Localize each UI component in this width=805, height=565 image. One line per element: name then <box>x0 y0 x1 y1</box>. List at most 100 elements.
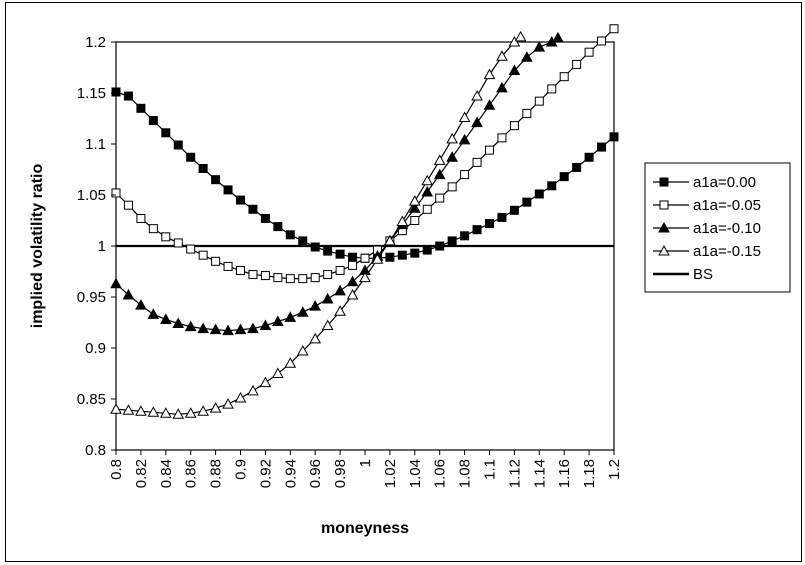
data-point <box>335 265 345 275</box>
data-point <box>147 308 160 319</box>
data-point <box>508 35 521 47</box>
data-point <box>497 212 507 222</box>
data-point <box>410 248 420 258</box>
data-point <box>533 41 546 52</box>
data-point <box>323 270 333 280</box>
x-tick-label: 0.92 <box>257 459 274 488</box>
data-point <box>223 261 233 271</box>
legend-item: a1a=-0.15 <box>653 243 761 260</box>
data-point <box>173 140 183 150</box>
data-point <box>159 313 172 324</box>
y-tick-label: 0.85 <box>77 391 106 408</box>
data-point <box>359 271 371 283</box>
data-point <box>310 242 320 252</box>
data-point <box>222 324 234 336</box>
data-point <box>522 197 532 207</box>
series-line <box>115 36 521 415</box>
data-point <box>509 121 519 131</box>
x-tick-label: 1.16 <box>556 459 573 488</box>
data-point <box>334 284 346 296</box>
data-point <box>272 367 284 378</box>
legend-item: a1a=0.00 <box>653 174 756 191</box>
data-point <box>248 270 258 280</box>
x-tick-label: 1.06 <box>432 459 449 488</box>
data-point <box>198 163 208 173</box>
data-point <box>396 215 409 227</box>
data-point <box>110 277 122 289</box>
x-tick-label: 0.94 <box>282 459 299 488</box>
data-point <box>135 299 147 310</box>
data-point <box>422 204 432 214</box>
data-point <box>247 322 259 334</box>
data-point <box>148 224 158 234</box>
data-point <box>496 81 508 93</box>
data-point <box>460 231 470 241</box>
data-point <box>285 274 295 284</box>
data-point <box>186 244 196 254</box>
data-point <box>508 64 521 76</box>
data-point <box>335 249 345 259</box>
data-point <box>584 47 594 57</box>
x-tick-label: 1.1 <box>482 459 499 480</box>
data-point <box>522 108 532 118</box>
data-point <box>360 253 370 263</box>
data-point <box>552 31 564 43</box>
data-point <box>446 151 458 162</box>
data-point <box>284 357 297 368</box>
data-point <box>348 252 358 262</box>
data-point <box>222 398 234 409</box>
data-point <box>584 152 594 162</box>
data-point <box>173 238 183 248</box>
data-point <box>298 236 308 246</box>
data-point <box>572 59 582 69</box>
data-point <box>122 288 135 300</box>
data-point <box>285 230 295 240</box>
legend-label: a1a=-0.10 <box>693 220 761 237</box>
data-point <box>111 87 121 97</box>
x-tick-label: 1.04 <box>407 459 424 488</box>
legend-label: a1a=0.00 <box>693 174 756 191</box>
data-point <box>223 185 233 195</box>
data-point <box>421 185 434 197</box>
data-point <box>323 246 333 256</box>
x-tick-label: 1.14 <box>531 459 548 488</box>
legend-marker <box>659 177 669 187</box>
y-tick-label: 1.1 <box>85 136 106 153</box>
legend-label: a1a=-0.05 <box>693 197 761 214</box>
data-point <box>609 24 619 34</box>
legend-label: BS <box>693 266 713 283</box>
x-tick-label: 1 <box>357 459 374 467</box>
data-point <box>260 271 270 281</box>
data-point <box>296 345 309 356</box>
data-point <box>496 50 508 61</box>
data-point <box>159 407 172 418</box>
data-point <box>248 204 258 214</box>
data-point <box>348 260 358 270</box>
data-point <box>534 189 544 199</box>
data-point <box>309 300 322 311</box>
data-point <box>435 241 445 251</box>
data-point <box>597 142 607 152</box>
data-point <box>234 323 247 335</box>
legend-label: a1a=-0.15 <box>693 243 761 260</box>
data-point <box>123 200 133 210</box>
legend-marker <box>658 221 670 233</box>
legend: a1a=0.00 a1a=-0.05 a1a=-0.10 a1a=-0.15 BS <box>644 162 791 293</box>
data-point <box>135 405 147 416</box>
data-point <box>111 188 121 198</box>
data-point <box>161 128 171 138</box>
data-point <box>547 181 557 191</box>
y-tick-label: 1.2 <box>85 34 106 51</box>
data-point <box>509 205 519 215</box>
data-point <box>310 273 320 283</box>
data-point <box>435 193 445 203</box>
data-point <box>534 96 544 106</box>
data-point <box>236 195 245 205</box>
data-point <box>559 72 569 82</box>
data-point <box>471 116 483 128</box>
data-point <box>321 293 334 304</box>
x-tick-label: 1.12 <box>506 459 523 488</box>
data-point <box>485 219 494 229</box>
data-point <box>408 195 421 206</box>
data-point <box>298 274 308 284</box>
